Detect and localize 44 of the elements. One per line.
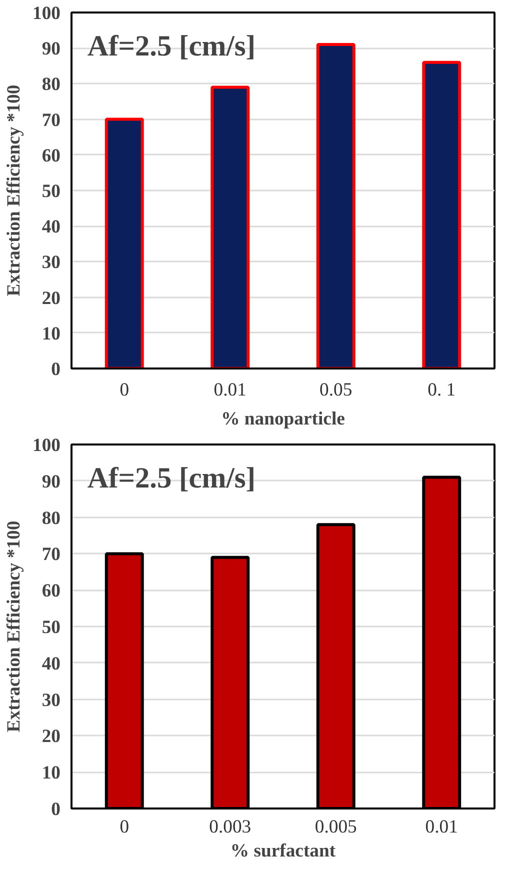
annotation: Af=2.5 [cm/s] xyxy=(87,30,256,62)
y-axis-title: Extraction Efficiency *100 xyxy=(4,520,25,732)
bar xyxy=(210,556,250,808)
y-tick-label: 80 xyxy=(42,74,60,96)
y-tick-label: 30 xyxy=(42,252,60,274)
bar xyxy=(316,43,356,368)
x-axis-title: % nanoparticle xyxy=(221,408,345,430)
x-tick-label: 0.003 xyxy=(209,816,252,838)
x-tick-label: 0 xyxy=(120,380,130,400)
y-tick-label: 60 xyxy=(42,145,60,166)
y-tick-label: 50 xyxy=(42,181,60,202)
y-tick-label: 70 xyxy=(42,544,60,566)
x-axis-title: % surfactant xyxy=(230,840,336,862)
y-tick-label: 10 xyxy=(42,762,60,784)
y-tick-label: 10 xyxy=(42,323,60,344)
y-tick-label: 90 xyxy=(42,38,60,60)
y-tick-label: 70 xyxy=(42,110,60,131)
y-tick-label: 0 xyxy=(51,799,60,820)
x-tick-label: 0. 1 xyxy=(428,380,456,400)
bar xyxy=(422,60,462,368)
x-tick-label: 0 xyxy=(120,816,130,838)
x-tick-label: 0.01 xyxy=(425,816,458,838)
bar xyxy=(316,523,356,808)
x-tick-label: 0.005 xyxy=(314,816,357,838)
y-tick-label: 90 xyxy=(42,471,60,492)
y-tick-label: 80 xyxy=(42,508,60,529)
y-tick-label: 20 xyxy=(42,726,60,748)
bar xyxy=(210,86,250,368)
annotation: Af=2.5 [cm/s] xyxy=(87,462,256,495)
y-tick-label: 100 xyxy=(32,3,60,24)
x-tick-label: 0.05 xyxy=(320,380,352,400)
y-tick-label: 50 xyxy=(42,617,60,638)
y-tick-label: 30 xyxy=(42,690,60,711)
y-tick-label: 20 xyxy=(42,288,60,309)
y-tick-label: 40 xyxy=(42,216,60,238)
y-tick-label: 40 xyxy=(42,653,60,674)
bar xyxy=(104,118,144,368)
bar xyxy=(422,476,462,808)
x-tick-label: 0.01 xyxy=(214,380,246,400)
y-axis-title: Extraction Efficiency *100 xyxy=(4,84,25,296)
y-tick-label: 0 xyxy=(51,359,60,380)
y-tick-label: 100 xyxy=(32,435,60,456)
bar xyxy=(104,552,144,808)
y-tick-label: 60 xyxy=(42,580,60,602)
